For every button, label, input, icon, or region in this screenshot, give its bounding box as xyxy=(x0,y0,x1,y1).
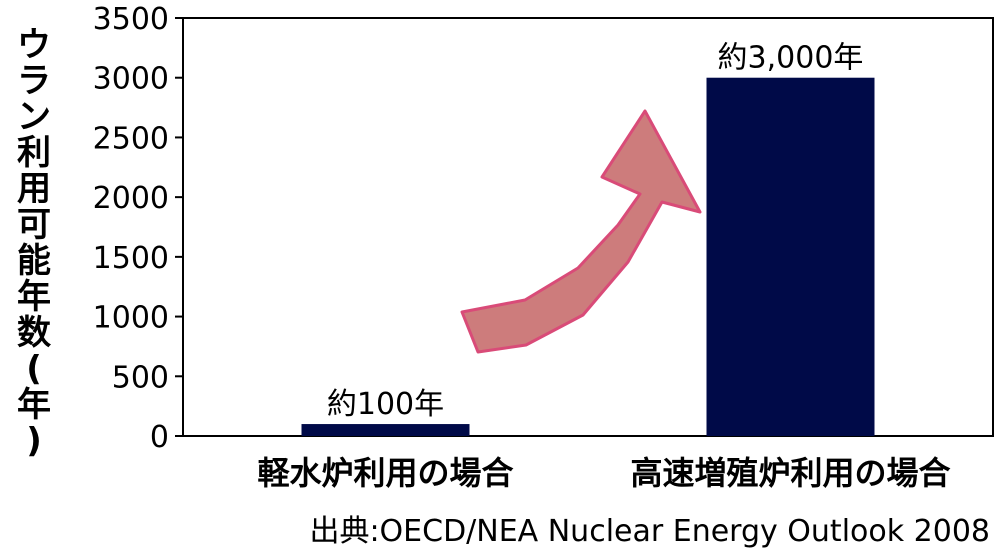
y-tick-label: 1500 xyxy=(93,241,169,276)
bar-data-label: 約3,000年 xyxy=(718,41,864,76)
y-axis-label: ウラン利用可能年数(年) xyxy=(17,25,51,461)
bar-series xyxy=(301,77,875,436)
y-tick-label: 2500 xyxy=(93,121,169,156)
source-note: 出典:OECD/NEA Nuclear Energy Outlook 2008 xyxy=(309,514,990,549)
x-category-label: 高速増殖炉利用の場合 xyxy=(630,454,950,492)
bar-2 xyxy=(706,77,875,436)
bar-1 xyxy=(301,424,470,436)
bar-data-label: 約100年 xyxy=(327,387,444,422)
y-tick-label: 3500 xyxy=(93,2,169,37)
y-tick-label: 2000 xyxy=(93,181,169,216)
y-tick-label: 0 xyxy=(150,420,169,455)
y-axis-ticks: 0 500 1000 1500 2000 2500 3000 3500 xyxy=(93,2,183,455)
x-axis-categories: 軽水炉利用の場合 高速増殖炉利用の場合 xyxy=(257,454,950,492)
plot-frame xyxy=(182,17,994,437)
data-labels: 約100年 約3,000年 xyxy=(327,41,864,422)
x-category-label: 軽水炉利用の場合 xyxy=(257,454,513,492)
curved-arrow-icon xyxy=(460,109,702,354)
y-tick-label: 3000 xyxy=(93,62,169,97)
y-tick-label: 500 xyxy=(112,360,169,395)
y-tick-label: 1000 xyxy=(93,301,169,336)
